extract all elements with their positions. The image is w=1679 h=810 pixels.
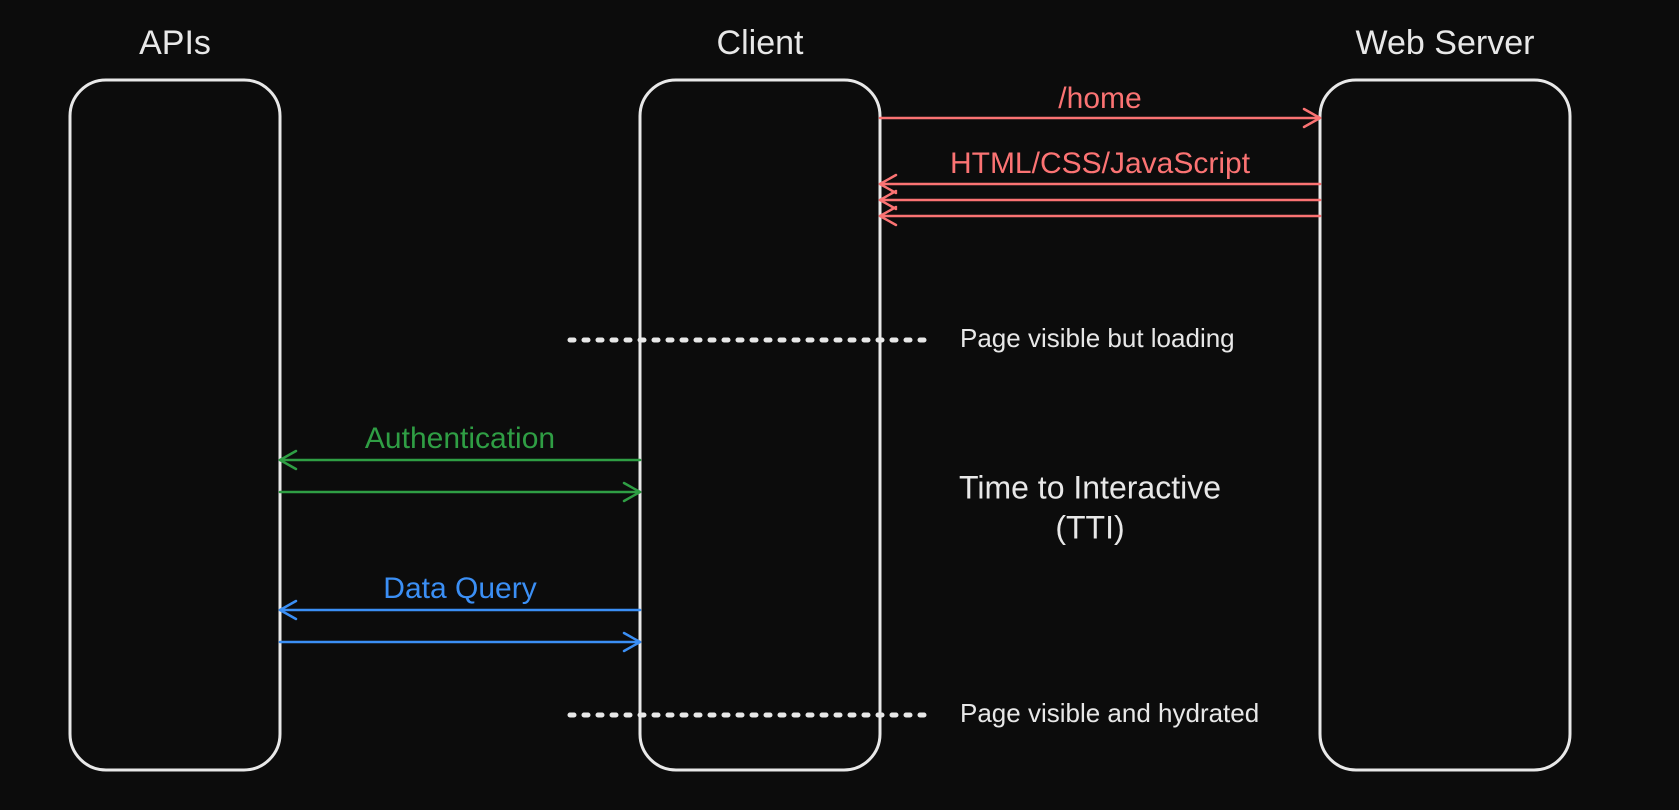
arrow-label-data-label: Data Query [383,572,536,605]
lane-title-client: Client [717,24,804,62]
arrow-label-req-home: /home [1058,82,1141,115]
arrow-label-resp-assets-label: HTML/CSS/JavaScript [950,147,1251,180]
lane-title-server: Web Server [1356,24,1535,62]
divider-note-divider-loading: Page visible but loading [960,323,1235,353]
lane-title-apis: APIs [139,24,211,62]
divider-note-divider-hydrated: Page visible and hydrated [960,698,1259,728]
tti-label-line1: Time to Interactive [959,469,1221,505]
tti-label-line2: (TTI) [1055,509,1124,545]
diagram-background [0,0,1679,810]
arrow-label-auth-label: Authentication [365,422,555,455]
